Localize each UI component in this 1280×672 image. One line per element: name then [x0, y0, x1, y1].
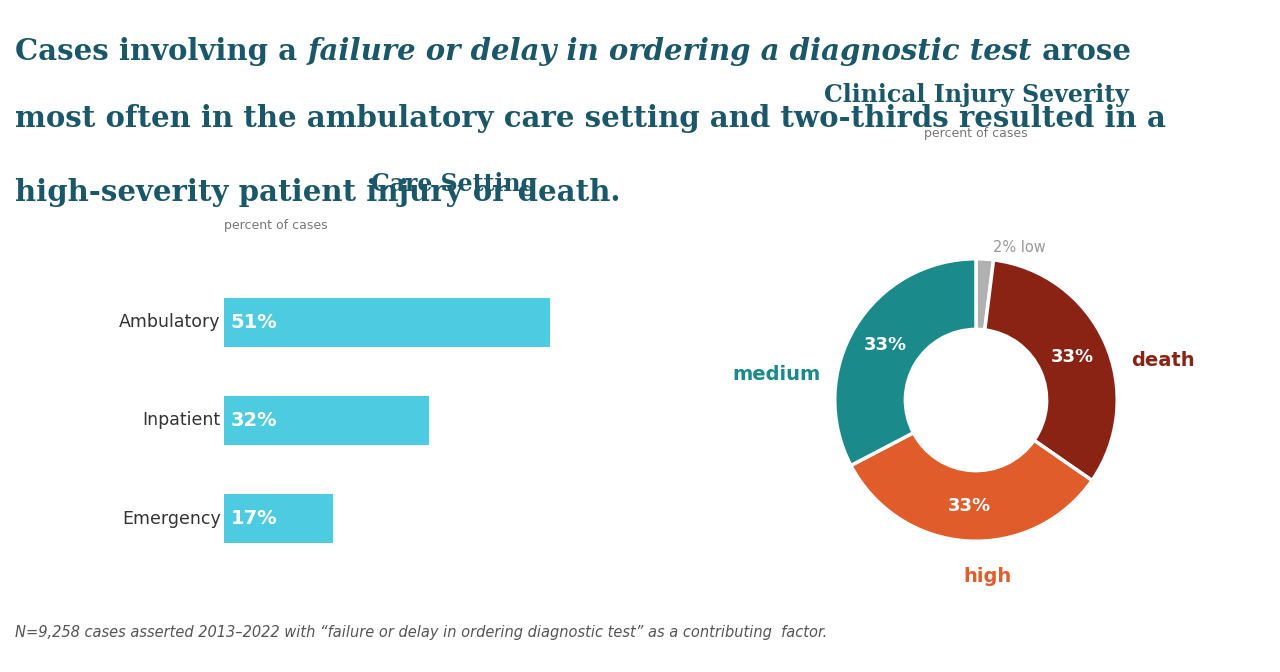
Text: 17%: 17%	[230, 509, 276, 528]
Text: Inpatient: Inpatient	[142, 411, 221, 429]
Text: medium: medium	[732, 365, 820, 384]
Text: 32%: 32%	[230, 411, 276, 430]
Text: arose: arose	[1032, 37, 1132, 66]
Text: high: high	[963, 567, 1011, 586]
Bar	[224, 298, 550, 347]
Text: Cases involving a: Cases involving a	[15, 37, 307, 66]
Text: 33%: 33%	[948, 497, 991, 515]
Wedge shape	[984, 260, 1117, 480]
Text: 33%: 33%	[864, 336, 908, 354]
Text: percent of cases: percent of cases	[224, 219, 328, 232]
Text: Clinical Injury Severity: Clinical Injury Severity	[823, 83, 1129, 107]
Text: failure or delay in ordering a diagnostic test: failure or delay in ordering a diagnosti…	[307, 37, 1032, 66]
Text: N=9,258 cases asserted 2013–2022 with “failure or delay in ordering diagnostic t: N=9,258 cases asserted 2013–2022 with “f…	[15, 625, 828, 640]
Text: most often in the ambulatory care setting and two-thirds resulted in a: most often in the ambulatory care settin…	[15, 104, 1166, 134]
Text: 51%: 51%	[230, 312, 278, 331]
Text: Ambulatory: Ambulatory	[119, 313, 221, 331]
Text: high-severity patient injury or death.: high-severity patient injury or death.	[15, 178, 621, 207]
Text: death: death	[1132, 351, 1196, 370]
Text: Care Setting: Care Setting	[371, 172, 538, 196]
Wedge shape	[835, 259, 977, 466]
Text: 33%: 33%	[1051, 348, 1094, 366]
Bar	[224, 396, 429, 445]
Text: 2% low: 2% low	[993, 240, 1046, 255]
Wedge shape	[975, 259, 993, 330]
Bar	[224, 494, 333, 543]
Wedge shape	[851, 433, 1092, 541]
Text: Emergency: Emergency	[122, 509, 221, 528]
Text: percent of cases: percent of cases	[924, 127, 1028, 140]
